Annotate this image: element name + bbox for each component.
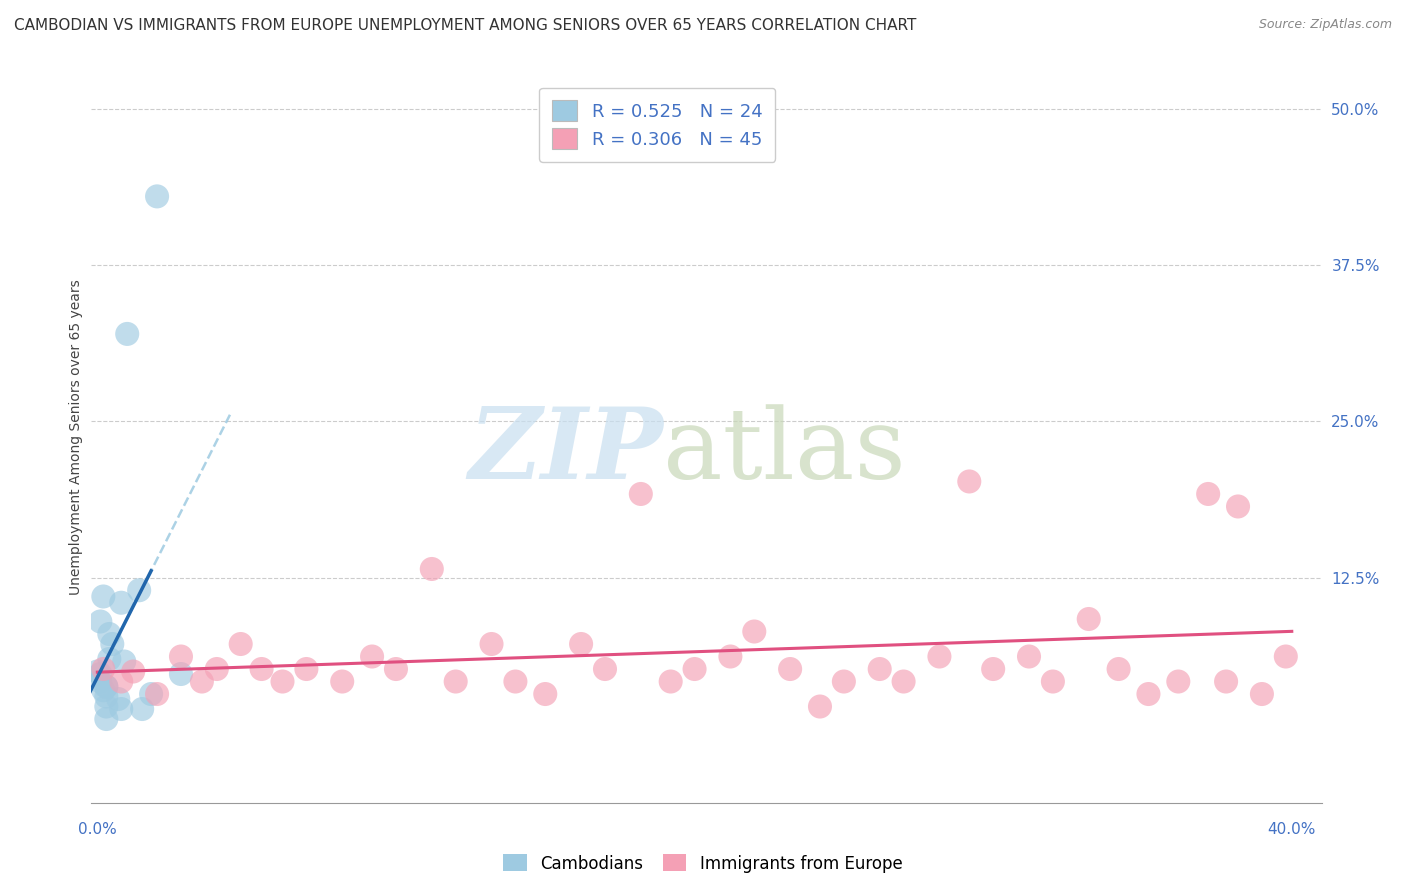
Point — [505, 674, 527, 689]
Point — [742, 624, 765, 639]
Point — [832, 674, 855, 689]
Point — [122, 665, 145, 679]
Point — [91, 683, 114, 698]
Point — [869, 662, 891, 676]
Point — [86, 665, 108, 679]
Y-axis label: Unemployment Among Seniors over 65 years: Unemployment Among Seniors over 65 years — [69, 279, 83, 595]
Point — [89, 674, 111, 689]
Point — [1227, 500, 1250, 514]
Point — [110, 702, 132, 716]
Point — [928, 649, 950, 664]
Text: 40.0%: 40.0% — [1268, 822, 1316, 837]
Point — [569, 637, 592, 651]
Point — [1275, 649, 1298, 664]
Point — [1137, 687, 1160, 701]
Point — [1042, 674, 1064, 689]
Point — [146, 687, 169, 701]
Point — [91, 662, 114, 676]
Text: Source: ZipAtlas.com: Source: ZipAtlas.com — [1258, 18, 1392, 31]
Point — [98, 627, 121, 641]
Point — [1197, 487, 1219, 501]
Point — [1077, 612, 1099, 626]
Point — [96, 680, 118, 694]
Point — [957, 475, 980, 489]
Point — [229, 637, 252, 651]
Text: CAMBODIAN VS IMMIGRANTS FROM EUROPE UNEMPLOYMENT AMONG SENIORS OVER 65 YEARS COR: CAMBODIAN VS IMMIGRANTS FROM EUROPE UNEM… — [14, 18, 917, 33]
Point — [96, 699, 118, 714]
Point — [205, 662, 228, 676]
Point — [89, 615, 111, 629]
Point — [96, 712, 118, 726]
Point — [659, 674, 682, 689]
Point — [89, 667, 111, 681]
Point — [115, 326, 138, 341]
Point — [444, 674, 467, 689]
Point — [330, 674, 353, 689]
Text: ZIP: ZIP — [468, 403, 664, 500]
Point — [112, 655, 135, 669]
Point — [808, 699, 831, 714]
Point — [385, 662, 408, 676]
Text: atlas: atlas — [664, 404, 907, 500]
Legend: R = 0.525   N = 24, R = 0.306   N = 45: R = 0.525 N = 24, R = 0.306 N = 45 — [540, 87, 775, 162]
Point — [1167, 674, 1189, 689]
Point — [131, 702, 153, 716]
Point — [91, 590, 114, 604]
Point — [98, 652, 121, 666]
Legend: Cambodians, Immigrants from Europe: Cambodians, Immigrants from Europe — [496, 847, 910, 880]
Point — [110, 674, 132, 689]
Point — [250, 662, 273, 676]
Point — [481, 637, 503, 651]
Point — [191, 674, 214, 689]
Point — [170, 667, 193, 681]
Point — [96, 690, 118, 704]
Point — [107, 692, 129, 706]
Point — [139, 687, 162, 701]
Point — [295, 662, 318, 676]
Point — [779, 662, 801, 676]
Point — [110, 596, 132, 610]
Point — [271, 674, 294, 689]
Point — [893, 674, 915, 689]
Point — [128, 583, 150, 598]
Point — [683, 662, 706, 676]
Point — [420, 562, 443, 576]
Point — [96, 680, 118, 694]
Point — [630, 487, 652, 501]
Point — [1018, 649, 1040, 664]
Point — [1251, 687, 1274, 701]
Point — [718, 649, 741, 664]
Point — [1108, 662, 1130, 676]
Point — [101, 637, 124, 651]
Point — [534, 687, 557, 701]
Point — [361, 649, 384, 664]
Point — [593, 662, 616, 676]
Text: 0.0%: 0.0% — [77, 822, 117, 837]
Point — [170, 649, 193, 664]
Point — [146, 189, 169, 203]
Point — [1215, 674, 1237, 689]
Point — [981, 662, 1004, 676]
